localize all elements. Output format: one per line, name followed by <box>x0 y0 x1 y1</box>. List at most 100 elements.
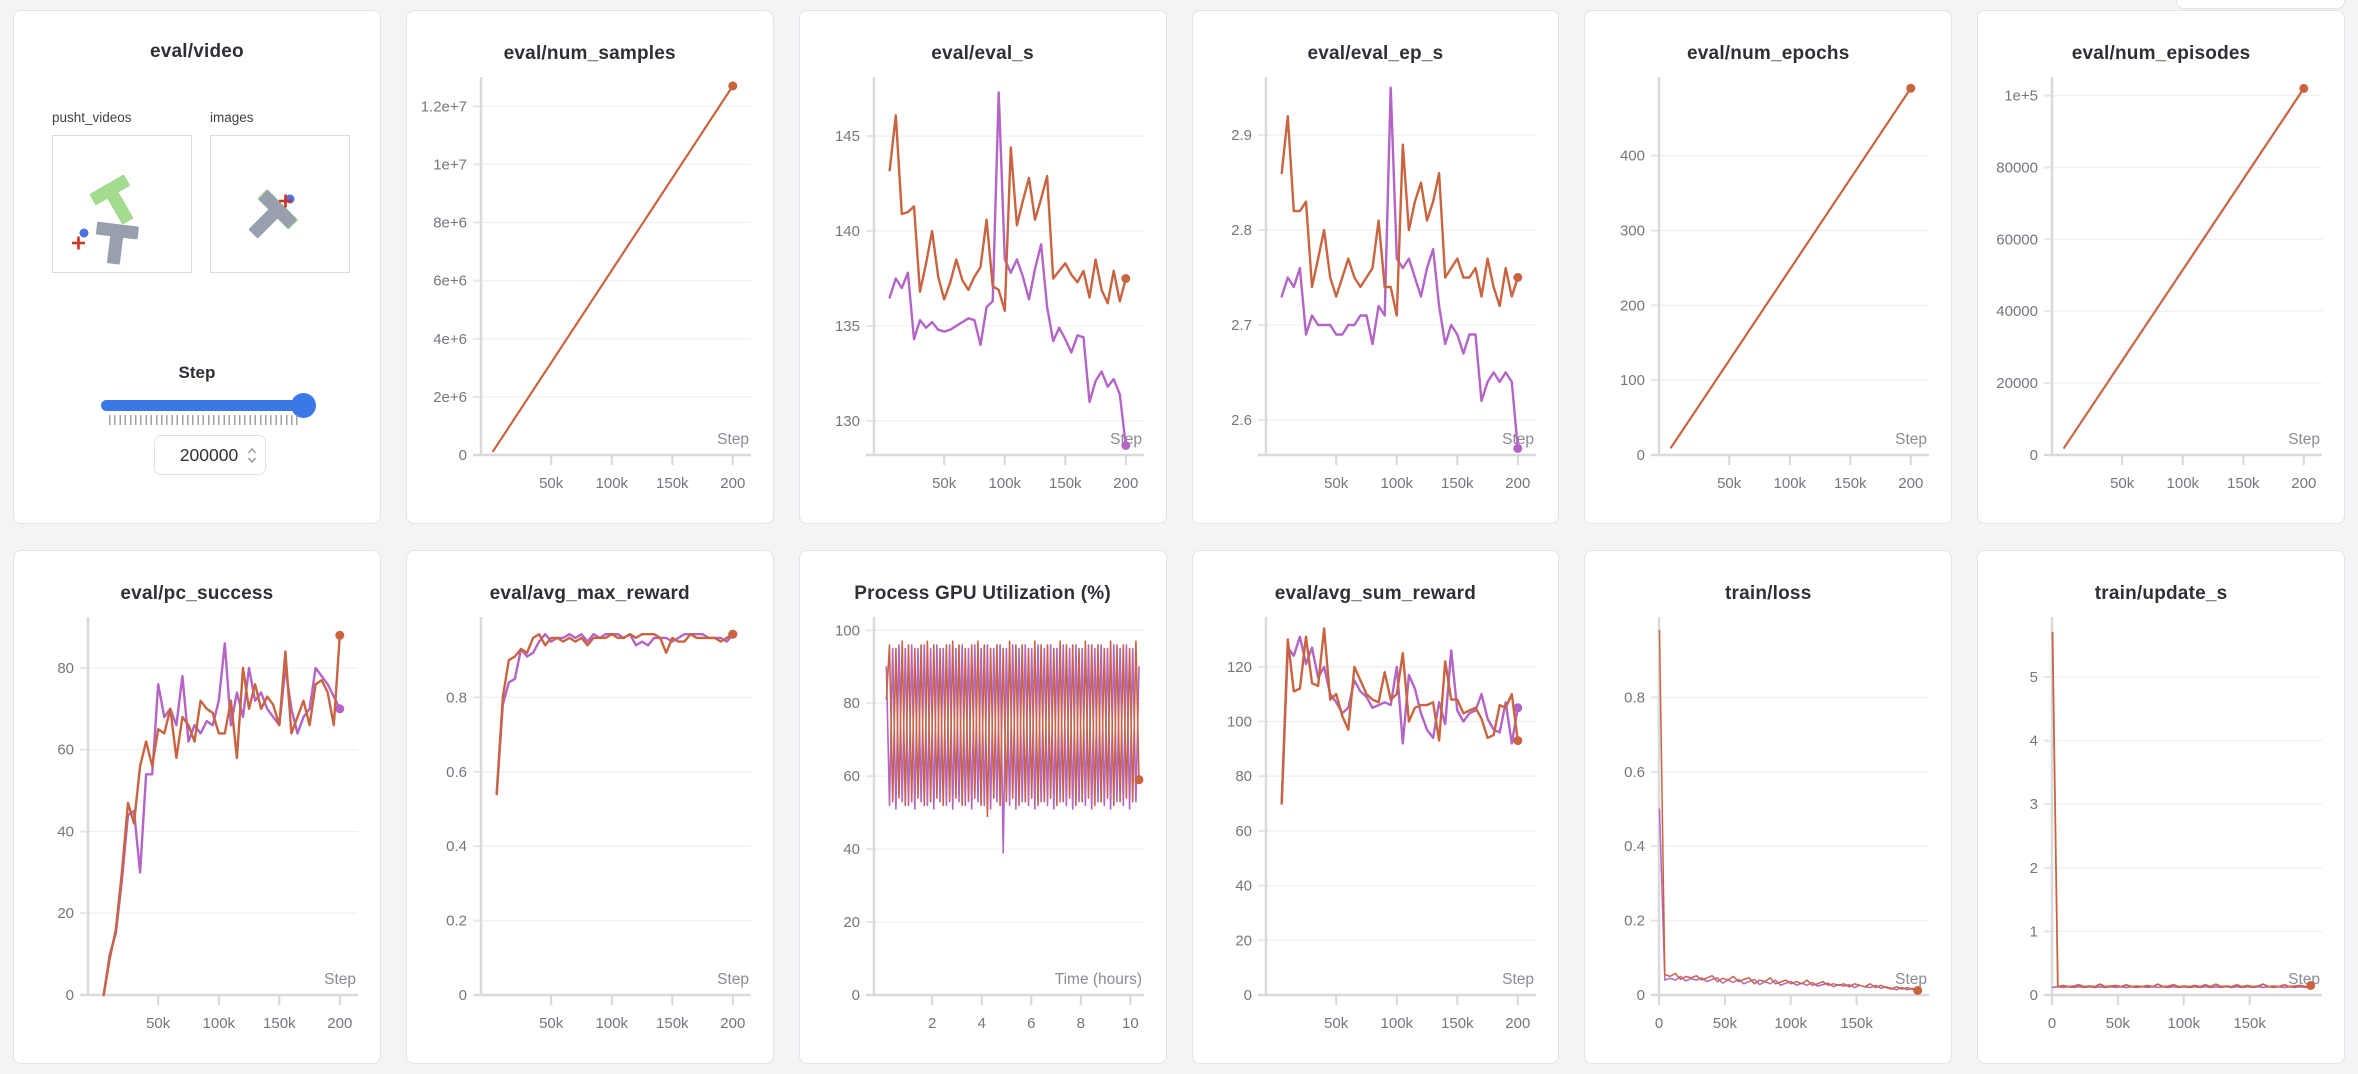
chart-panel-eval-avg-sum-reward[interactable]: eval/avg_sum_reward 0 20 40 60 80 100 120 50k 10… <box>1191 550 1560 1064</box>
svg-text:10: 10 <box>1122 1015 1139 1032</box>
step-input[interactable] <box>154 435 266 475</box>
svg-text:50k: 50k <box>146 1015 171 1032</box>
chart-panel-eval-num-epochs[interactable]: eval/num_epochs 0 100 200 300 400 50k 100k 150k… <box>1584 10 1953 524</box>
svg-text:50k: 50k <box>539 475 564 492</box>
pusht-video-frame <box>72 174 139 265</box>
svg-text:Time (hours): Time (hours) <box>1054 971 1141 988</box>
line-chart-canvas: 0 0.2 0.4 0.6 0.8 0 50k 100k 150k Step <box>1624 617 1930 1032</box>
video-thumbnail-pusht[interactable] <box>52 135 192 273</box>
image-thumbnail[interactable] <box>210 135 350 273</box>
svg-text:Step: Step <box>1895 971 1927 988</box>
svg-text:100k: 100k <box>2167 475 2200 492</box>
chart-title: train/loss <box>1725 583 1812 604</box>
svg-text:60: 60 <box>843 768 860 785</box>
svg-text:8e+6: 8e+6 <box>433 215 467 232</box>
svg-text:150k: 150k <box>1049 475 1082 492</box>
svg-text:4: 4 <box>977 1015 985 1032</box>
svg-text:200: 200 <box>1113 475 1138 492</box>
svg-text:60: 60 <box>57 742 74 759</box>
svg-text:135: 135 <box>835 318 860 335</box>
chart-panel-eval-pc-success[interactable]: eval/pc_success 0 20 40 60 80 50k 100k 150k 200 S… <box>13 550 381 1064</box>
chart-panel-eval-num-episodes[interactable]: eval/num_episodes 0 20000 40000 60000 80000 1… <box>1977 10 2345 524</box>
svg-text:200: 200 <box>1506 475 1531 492</box>
chart-title: eval/avg_max_reward <box>489 583 690 604</box>
line-chart-canvas: 0 20 40 60 80 100 120 50k 100k 150k 200 Step <box>1227 617 1537 1032</box>
svg-text:200: 200 <box>327 1015 352 1032</box>
svg-text:20: 20 <box>57 905 74 922</box>
chart-title: eval/eval_ep_s <box>1307 43 1444 64</box>
svg-text:2.8: 2.8 <box>1232 222 1253 239</box>
svg-text:0.8: 0.8 <box>446 689 467 706</box>
svg-text:150k: 150k <box>1441 1015 1474 1032</box>
svg-text:50k: 50k <box>1713 1015 1738 1032</box>
svg-text:100k: 100k <box>595 1015 628 1032</box>
svg-text:Step: Step <box>717 431 749 448</box>
svg-text:0: 0 <box>1637 987 1645 1004</box>
stepper-arrows-icon[interactable] <box>247 447 257 464</box>
panel-title: eval/video <box>149 41 244 62</box>
svg-text:100: 100 <box>835 622 860 639</box>
chart-panel-eval-num-samples[interactable]: eval/num_samples 0 2e+6 4e+6 6e+6 8e+6 1e+7 1.… <box>405 10 774 524</box>
svg-text:50k: 50k <box>539 1015 564 1032</box>
svg-text:60000: 60000 <box>1996 231 2038 248</box>
svg-text:Step: Step <box>1503 971 1535 988</box>
goal-cross-icon <box>279 194 292 208</box>
chart-title: eval/avg_sum_reward <box>1274 583 1477 604</box>
svg-text:6: 6 <box>1027 1015 1035 1032</box>
svg-text:100k: 100k <box>988 475 1021 492</box>
chart-title: eval/num_samples <box>503 43 676 64</box>
svg-text:4: 4 <box>2030 733 2038 750</box>
svg-text:0.2: 0.2 <box>446 913 467 930</box>
step-slider[interactable] <box>101 393 316 418</box>
step-slider-thumb[interactable] <box>291 393 316 418</box>
svg-text:200: 200 <box>1506 1015 1531 1032</box>
svg-text:150k: 150k <box>1834 475 1867 492</box>
line-chart-canvas: 0 20 40 60 80 50k 100k 150k 200 Step <box>57 617 358 1032</box>
step-input-field[interactable] <box>173 444 245 466</box>
svg-text:6e+6: 6e+6 <box>433 273 467 290</box>
chart-title: eval/num_epochs <box>1687 43 1850 64</box>
svg-text:0: 0 <box>851 987 859 1004</box>
svg-text:100: 100 <box>1227 714 1252 731</box>
svg-text:80000: 80000 <box>1996 160 2038 177</box>
chart-panel-eval-avg-max-reward[interactable]: eval/avg_max_reward 0 0.2 0.4 0.6 0.8 50k 100k… <box>405 550 774 1064</box>
svg-text:60: 60 <box>1236 823 1253 840</box>
chart-title: eval/eval_s <box>931 43 1034 64</box>
svg-text:Step: Step <box>2288 431 2320 448</box>
svg-text:8: 8 <box>1076 1015 1084 1032</box>
chart-panel-gpu-utilization[interactable]: Process GPU Utilization (%) 0 20 40 60 80 100… <box>798 550 1167 1064</box>
svg-text:100k: 100k <box>1381 475 1414 492</box>
svg-text:140: 140 <box>835 223 860 240</box>
svg-text:1e+7: 1e+7 <box>433 156 467 173</box>
svg-text:2e+6: 2e+6 <box>433 389 467 406</box>
svg-text:3: 3 <box>2030 796 2038 813</box>
line-chart-canvas: 0 0.2 0.4 0.6 0.8 50k 100k 150k 200 Step <box>446 617 751 1032</box>
svg-text:40: 40 <box>843 841 860 858</box>
gray-t-shape <box>248 190 297 239</box>
svg-text:50k: 50k <box>932 475 957 492</box>
chart-panel-eval-eval-ep-s[interactable]: eval/eval_ep_s 2.6 2.7 2.8 2.9 50k 100k 150k 20… <box>1191 10 1560 524</box>
svg-text:0.2: 0.2 <box>1624 913 1645 930</box>
image-caption-images: images <box>210 110 254 125</box>
svg-text:0: 0 <box>2030 987 2038 1004</box>
svg-text:400: 400 <box>1620 148 1645 165</box>
step-slider-ticks <box>109 415 301 425</box>
svg-text:80: 80 <box>843 695 860 712</box>
chart-panel-eval-eval-s[interactable]: eval/eval_s 130 135 140 145 50k 100k 150k 200 St… <box>798 10 1167 524</box>
svg-text:50k: 50k <box>2106 1015 2131 1032</box>
chart-panel-train-loss[interactable]: train/loss 0 0.2 0.4 0.6 0.8 0 50k 100k 150k Step <box>1584 550 1953 1064</box>
svg-text:20: 20 <box>843 914 860 931</box>
chart-title: Process GPU Utilization (%) <box>854 583 1111 604</box>
chart-title: eval/num_episodes <box>2071 43 2251 64</box>
svg-text:150k: 150k <box>2233 1015 2266 1032</box>
chart-panel-train-update-s[interactable]: train/update_s 0 1 2 3 4 5 0 50k 100k 150k Step <box>1977 550 2345 1064</box>
svg-text:145: 145 <box>835 128 860 145</box>
line-chart-canvas: 0 100 200 300 400 50k 100k 150k 200 Step <box>1620 77 1930 492</box>
svg-text:100k: 100k <box>1775 1015 1808 1032</box>
media-panel-eval-video[interactable]: eval/video pusht_videos images <box>13 10 381 524</box>
goal-cross-icon <box>72 236 85 250</box>
svg-text:0.4: 0.4 <box>446 838 467 855</box>
svg-text:1.2e+7: 1.2e+7 <box>420 98 466 115</box>
video-caption-pusht-videos: pusht_videos <box>52 110 132 125</box>
